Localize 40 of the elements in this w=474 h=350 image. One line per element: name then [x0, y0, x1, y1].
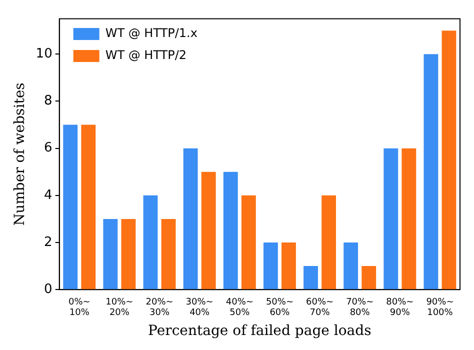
x-tick-label: 60%~ 70%: [306, 297, 334, 318]
legend-label: WT @ HTTP/1.x: [105, 26, 198, 40]
bar: [344, 242, 358, 290]
legend-label: WT @ HTTP/2: [105, 48, 187, 62]
x-tick-label: 0%~ 10%: [68, 297, 90, 318]
bar: [424, 54, 438, 290]
y-tick-label: 0: [44, 282, 52, 297]
bar: [183, 148, 198, 290]
bar: [442, 30, 456, 290]
bar: [201, 172, 216, 290]
bar: [223, 172, 238, 290]
bar: [384, 148, 398, 290]
bar: [322, 195, 336, 290]
bar: [304, 266, 318, 290]
bar: [161, 218, 176, 290]
y-axis-title: Number of websites: [12, 82, 28, 226]
y-tick-label: 10: [36, 46, 52, 62]
bar: [81, 124, 96, 290]
bar: [63, 124, 78, 290]
bar: [143, 195, 158, 290]
x-tick-label: 40%~ 50%: [226, 297, 254, 318]
bar: [241, 195, 256, 290]
x-tick-label: 10%~ 20%: [106, 297, 134, 318]
bar: [263, 242, 278, 290]
bar: [282, 242, 296, 290]
y-tick-label: 4: [44, 188, 52, 203]
x-axis-title: Percentage of failed page loads: [148, 323, 372, 340]
y-tick-label: 8: [44, 94, 52, 109]
y-tick-label: 2: [44, 234, 52, 250]
x-tick-label: 70%~ 80%: [346, 297, 374, 318]
x-tick-label: 50%~ 60%: [266, 297, 294, 318]
x-tick-label: 90%~ 100%: [426, 297, 454, 318]
bar: [121, 218, 136, 290]
y-tick-label: 6: [44, 140, 52, 156]
bar: [362, 266, 376, 290]
x-tick-label: 30%~ 40%: [186, 297, 214, 318]
x-tick-label: 80%~ 90%: [386, 297, 414, 318]
bar: [103, 218, 118, 290]
x-tick-label: 20%~ 30%: [146, 297, 174, 318]
bar: [402, 148, 416, 290]
